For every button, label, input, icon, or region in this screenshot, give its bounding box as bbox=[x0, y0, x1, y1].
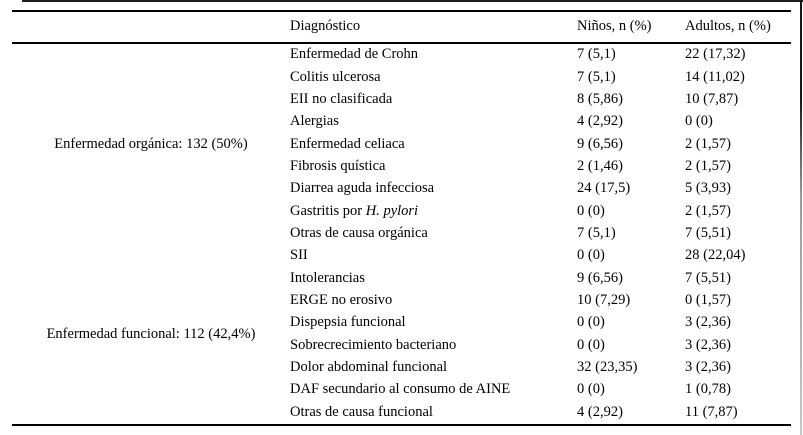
adultos-cell: 5 (3,93) bbox=[685, 180, 731, 197]
ninos-cell: 0 (0) bbox=[577, 381, 605, 398]
table-row: Fibrosis quística 2 (1,46) 2 (1,57) bbox=[12, 156, 791, 178]
table-row: Dolor abdominal funcional 32 (23,35) 3 (2,… bbox=[12, 357, 791, 379]
table-row: Otras de causa orgánica 7 (5,1) 7 (5,51) bbox=[12, 223, 791, 245]
adultos-cell: 2 (1,57) bbox=[685, 202, 731, 219]
adultos-cell: 22 (17,32) bbox=[685, 46, 746, 63]
table-row: Diarrea aguda infecciosa 24 (17,5) 5 (3,93… bbox=[12, 178, 791, 200]
diagnosis-text: Enfermedad celiaca bbox=[290, 135, 405, 152]
ninos-cell: 4 (2,92) bbox=[577, 403, 623, 420]
ninos-cell: 9 (6,56) bbox=[577, 135, 623, 152]
ninos-cell: 7 (5,1) bbox=[577, 68, 616, 85]
header-diagnostico: Diagnóstico bbox=[290, 11, 577, 44]
diagnosis-cell: Gastritis por H. pylori bbox=[290, 200, 577, 222]
adultos-cell: 7 (5,51) bbox=[685, 224, 731, 241]
diagnosis-cell: ERGE no erosivo bbox=[290, 290, 577, 312]
adultos-cell: 3 (2,36) bbox=[685, 336, 731, 353]
table-row: EII no clasificada 8 (5,86) 10 (7,87) bbox=[12, 89, 791, 111]
table-row: Sobrecrecimiento bacteriano 0 (0) 3 (2,36) bbox=[12, 334, 791, 356]
diagnosis-cell: Otras de causa orgánica bbox=[290, 223, 577, 245]
diagnosis-cell: Otras de causa funcional bbox=[290, 402, 577, 425]
diagnosis-text: DAF secundario al consumo de AINE bbox=[290, 381, 511, 398]
ninos-cell: 0 (0) bbox=[577, 336, 605, 353]
table-row: Alergias 4 (2,92) 0 (0) bbox=[12, 111, 791, 133]
diagnosis-cell: Dolor abdominal funcional bbox=[290, 357, 577, 379]
table-row: Enfermedad funcional: 112 (42,4%) SII 0 (0… bbox=[12, 245, 791, 341]
diagnosis-cell: Colitis ulcerosa bbox=[290, 66, 577, 88]
diagnosis-cell: DAF secundario al consumo de AINE bbox=[290, 379, 577, 401]
diagnosis-cell: Enfermedad de Crohn bbox=[290, 43, 577, 66]
ninos-cell: 0 (0) bbox=[577, 202, 605, 219]
diagnosis-text: ERGE no erosivo bbox=[290, 291, 393, 308]
header-row: Diagnóstico Niños, n (%) Adultos, n (%) bbox=[12, 11, 791, 44]
diagnosis-cell: Intolerancias bbox=[290, 267, 577, 289]
table-row: ERGE no erosivo 10 (7,29) 0 (1,57) bbox=[12, 290, 791, 312]
ninos-cell: 8 (5,86) bbox=[577, 90, 623, 107]
adultos-cell: 10 (7,87) bbox=[685, 90, 739, 107]
diagnosis-text: Fibrosis quística bbox=[290, 157, 386, 174]
diagnosis-text: Diarrea aguda infecciosa bbox=[290, 180, 435, 197]
ninos-cell: 10 (7,29) bbox=[577, 291, 631, 308]
table-row: Colitis ulcerosa 7 (5,1) 14 (11,02) bbox=[12, 66, 791, 88]
header-group-empty bbox=[12, 11, 290, 44]
diagnosis-cell: Dispepsia funcional bbox=[290, 312, 577, 334]
adultos-cell: 0 (0) bbox=[685, 113, 713, 130]
diagnosis-text: EII no clasificada bbox=[290, 90, 393, 107]
diagnosis-text: Intolerancias bbox=[290, 269, 365, 286]
table-row: Intolerancias 9 (6,56) 7 (5,51) bbox=[12, 267, 791, 289]
ninos-cell: 9 (6,56) bbox=[577, 269, 623, 286]
adultos-cell: 28 (22,04) bbox=[685, 247, 746, 264]
diagnosis-table-container: Diagnóstico Niños, n (%) Adultos, n (%) … bbox=[12, 10, 791, 426]
diagnosis-text: Gastritis por bbox=[290, 202, 366, 219]
adultos-cell: 2 (1,57) bbox=[685, 157, 731, 174]
adultos-cell: 0 (1,57) bbox=[685, 291, 731, 308]
ninos-cell: 24 (17,5) bbox=[577, 180, 631, 197]
diagnosis-text: Dolor abdominal funcional bbox=[290, 359, 448, 376]
header-ninos: Niños, n (%) bbox=[577, 11, 685, 44]
diagnosis-text: Enfermedad de Crohn bbox=[290, 46, 419, 63]
adultos-cell: 14 (11,02) bbox=[685, 68, 745, 85]
adultos-cell: 3 (2,36) bbox=[685, 359, 731, 376]
adultos-cell: 2 (1,57) bbox=[685, 135, 731, 152]
ninos-cell: 32 (23,35) bbox=[577, 359, 638, 376]
page-top-edge-line bbox=[22, 0, 803, 2]
diagnosis-cell: Diarrea aguda infecciosa bbox=[290, 178, 577, 200]
diagnosis-cell: Fibrosis quística bbox=[290, 156, 577, 178]
diagnosis-text: Otras de causa orgánica bbox=[290, 224, 428, 241]
table-row: Gastritis por H. pylori 0 (0) 2 (1,57) bbox=[12, 200, 791, 222]
table-row: Dispepsia funcional 0 (0) 3 (2,36) bbox=[12, 312, 791, 334]
ninos-cell: 0 (0) bbox=[577, 247, 605, 264]
diagnosis-cell: Sobrecrecimiento bacteriano bbox=[290, 334, 577, 356]
diagnosis-italic-segment: H. pylori bbox=[365, 202, 419, 219]
ninos-cell: 0 (0) bbox=[577, 314, 605, 331]
diagnosis-text: Otras de causa funcional bbox=[290, 403, 433, 420]
header-adultos: Adultos, n (%) bbox=[685, 11, 791, 44]
page-right-edge-line bbox=[800, 0, 802, 435]
adultos-cell: 11 (7,87) bbox=[685, 403, 738, 420]
group-label: Enfermedad orgánica: 132 (50%) bbox=[54, 135, 248, 152]
adultos-cell: 7 (5,51) bbox=[685, 269, 731, 286]
diagnosis-text: Colitis ulcerosa bbox=[290, 68, 381, 85]
table-row: DAF secundario al consumo de AINE 0 (0) 1 … bbox=[12, 379, 791, 401]
ninos-cell: 2 (1,46) bbox=[577, 157, 623, 174]
diagnosis-text: SII bbox=[290, 247, 308, 264]
table-row: Enfermedad celiaca 9 (6,56) 2 (1,57) bbox=[12, 133, 791, 155]
diagnosis-text: Sobrecrecimiento bacteriano bbox=[290, 336, 457, 353]
diagnosis-cell: EII no clasificada bbox=[290, 89, 577, 111]
adultos-cell: 3 (2,36) bbox=[685, 314, 731, 331]
diagnosis-table: Diagnóstico Niños, n (%) Adultos, n (%) … bbox=[12, 10, 791, 426]
diagnosis-text: Dispepsia funcional bbox=[290, 314, 406, 331]
table-row: Enfermedad orgánica: 132 (50%) Enfermedad… bbox=[12, 43, 791, 151]
diagnosis-text: Alergias bbox=[290, 113, 339, 130]
ninos-cell: 7 (5,1) bbox=[577, 224, 616, 241]
ninos-cell: 4 (2,92) bbox=[577, 113, 623, 130]
ninos-cell: 7 (5,1) bbox=[577, 46, 616, 63]
group-label: Enfermedad funcional: 112 (42,4%) bbox=[46, 325, 256, 342]
adultos-cell: 1 (0,78) bbox=[685, 381, 731, 398]
table-row: Otras de causa funcional 4 (2,92) 11 (7,87… bbox=[12, 402, 791, 425]
diagnosis-cell: Alergias bbox=[290, 111, 577, 133]
table-body: Enfermedad orgánica: 132 (50%) Enfermedad… bbox=[12, 43, 791, 425]
diagnosis-cell: Enfermedad celiaca bbox=[290, 133, 577, 155]
diagnosis-cell: SII bbox=[290, 245, 577, 267]
